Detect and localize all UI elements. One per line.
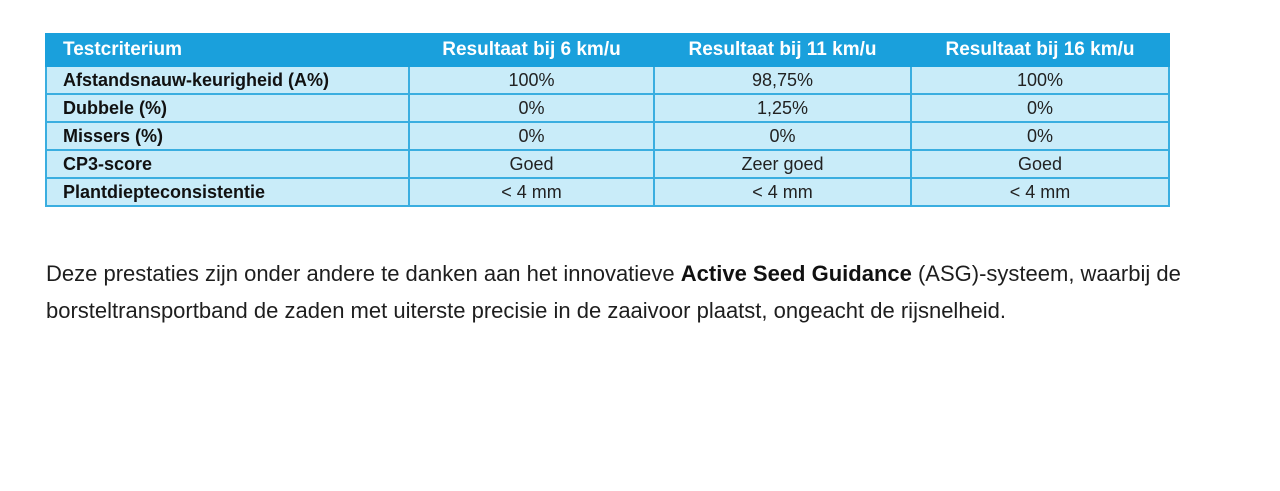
paragraph-text-after: (ASG)-systeem, waarbij de borsteltranspo… [46,261,1181,323]
results-table: Testcriterium Resultaat bij 6 km/u Resul… [45,33,1170,207]
row-criterium: Dubbele (%) [45,93,410,123]
row-value-11kmh: 98,75% [653,65,912,95]
row-value-11kmh: Zeer goed [653,149,912,179]
table-row: Plantdiepteconsistentie < 4 mm < 4 mm < … [45,177,1170,207]
row-value-16kmh: 0% [910,121,1170,151]
paragraph-text-before: Deze prestaties zijn onder andere te dan… [46,261,681,286]
row-value-6kmh: 100% [408,65,655,95]
row-criterium: Afstandsnauw-keurigheid (A%) [45,65,410,95]
row-criterium: Missers (%) [45,121,410,151]
row-value-6kmh: 0% [408,93,655,123]
row-value-11kmh: < 4 mm [653,177,912,207]
table-row: Missers (%) 0% 0% 0% [45,121,1170,151]
row-value-11kmh: 0% [653,121,912,151]
body-paragraph: Deze prestaties zijn onder andere te dan… [46,255,1266,329]
row-value-6kmh: < 4 mm [408,177,655,207]
row-value-16kmh: 0% [910,93,1170,123]
row-value-6kmh: Goed [408,149,655,179]
row-value-6kmh: 0% [408,121,655,151]
table-row: CP3-score Goed Zeer goed Goed [45,149,1170,179]
header-6kmh: Resultaat bij 6 km/u [408,33,655,67]
row-criterium: Plantdiepteconsistentie [45,177,410,207]
header-criterium: Testcriterium [45,33,410,67]
table-row: Dubbele (%) 0% 1,25% 0% [45,93,1170,123]
row-value-16kmh: 100% [910,65,1170,95]
row-value-11kmh: 1,25% [653,93,912,123]
table-row: Afstandsnauw-keurigheid (A%) 100% 98,75%… [45,65,1170,95]
row-criterium: CP3-score [45,149,410,179]
row-value-16kmh: < 4 mm [910,177,1170,207]
header-16kmh: Resultaat bij 16 km/u [910,33,1170,67]
paragraph-bold-term: Active Seed Guidance [680,261,912,286]
table-header-row: Testcriterium Resultaat bij 6 km/u Resul… [45,33,1170,67]
row-value-16kmh: Goed [910,149,1170,179]
header-11kmh: Resultaat bij 11 km/u [653,33,912,67]
